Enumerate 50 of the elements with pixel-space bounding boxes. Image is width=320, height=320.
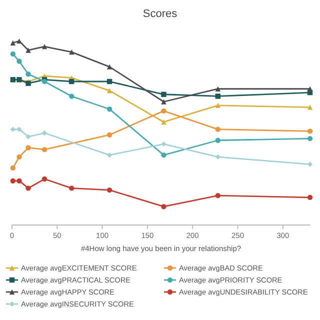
point <box>26 134 31 140</box>
point <box>106 64 112 70</box>
point <box>307 136 313 142</box>
point <box>10 165 16 171</box>
point <box>161 92 166 97</box>
point <box>26 186 31 191</box>
point <box>42 44 48 50</box>
point <box>161 204 166 210</box>
point <box>26 48 31 53</box>
point <box>16 58 22 64</box>
point <box>10 51 16 57</box>
point <box>10 178 16 184</box>
point <box>69 78 74 84</box>
point <box>307 162 313 167</box>
point <box>307 194 313 200</box>
point <box>215 138 220 143</box>
point <box>42 146 48 152</box>
point <box>26 145 31 150</box>
point <box>215 86 220 92</box>
point <box>26 72 31 77</box>
point <box>16 178 22 184</box>
point <box>215 94 220 99</box>
chart-title: Scores <box>142 8 178 20</box>
point <box>42 176 48 182</box>
point <box>307 128 313 134</box>
point <box>10 40 16 46</box>
point <box>106 152 112 158</box>
point <box>16 126 22 132</box>
point <box>161 108 166 114</box>
point <box>106 132 112 138</box>
point <box>215 192 220 198</box>
point <box>161 141 166 147</box>
point <box>161 152 166 158</box>
point <box>69 186 74 191</box>
point <box>16 38 22 44</box>
point <box>106 187 112 193</box>
point <box>215 126 220 132</box>
point <box>42 130 48 136</box>
point <box>161 119 166 125</box>
point <box>215 102 220 108</box>
point <box>106 106 112 112</box>
point <box>16 154 22 160</box>
point <box>69 94 74 99</box>
point <box>307 86 313 92</box>
point <box>307 104 313 110</box>
point <box>161 99 166 104</box>
point <box>215 154 220 160</box>
point <box>106 78 112 84</box>
point <box>106 88 112 94</box>
point <box>69 49 74 55</box>
